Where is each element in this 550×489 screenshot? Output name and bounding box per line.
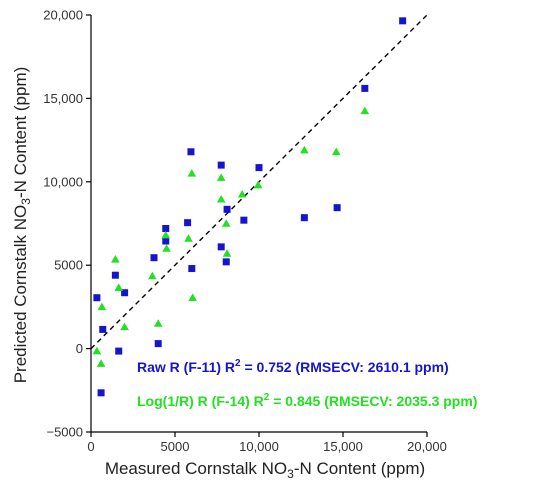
raw-r-square-point — [115, 347, 123, 355]
legend-text-part: Log(1/R) R (F-14) R — [137, 393, 264, 409]
log-r-triangle-point — [161, 230, 171, 239]
one-to-one-reference-line — [90, 14, 428, 350]
raw-r-square-point — [361, 84, 369, 92]
legend-superscript: 2 — [235, 358, 241, 369]
log-r-triangle-point — [300, 145, 309, 154]
y-tick-label: 10,000 — [43, 174, 83, 189]
y-axis-title-part-2: -N Content (ppm) — [11, 67, 30, 198]
log-r-triangle-point — [360, 106, 370, 115]
log-r-triangle-point — [153, 319, 163, 327]
y-tick-label: 20,000 — [43, 8, 83, 23]
x-axis-title-part-1: Measured Cornstalk NO — [105, 459, 287, 478]
x-tick-label: 20,000 — [407, 439, 447, 454]
log-r-triangle-point — [114, 283, 124, 291]
log-r-triangle-point — [111, 255, 120, 263]
x-axis-title-part-2: -N Content (ppm) — [294, 459, 425, 478]
log-r-triangle-point — [188, 293, 197, 301]
log-r-triangle-point — [237, 190, 247, 198]
raw-r-square-point — [121, 289, 129, 297]
y-axis-title-part-1: Predicted Cornstalk NO — [11, 205, 30, 384]
x-axis-title: Measured Cornstalk NO3-N Content (ppm) — [105, 459, 425, 481]
y-tick-label: 15,000 — [43, 91, 83, 106]
x-axis-title-subscript: 3 — [287, 467, 294, 481]
log-r-triangle-point — [221, 219, 231, 227]
log-r-triangle-point — [331, 147, 341, 156]
raw-r-square-point — [184, 219, 192, 227]
x-tick-label: 15,000 — [323, 439, 363, 454]
log-r-triangle-point — [216, 173, 226, 181]
log-r-triangle-point — [96, 359, 106, 367]
raw-r-square-point — [217, 161, 225, 169]
log-r-triangle-point — [148, 271, 157, 280]
data-points — [92, 17, 407, 397]
raw-r-square-point — [333, 204, 341, 212]
log-r-triangle-point — [253, 180, 263, 189]
log-r-triangle-point — [92, 346, 102, 355]
ticks: 0 5000 10,000 15,000 20,000 −5000 0 5000 10,000 1… — [43, 8, 447, 455]
raw-r-square-point — [93, 294, 101, 302]
y-tick-label: 0 — [76, 341, 83, 356]
y-tick-label: 5000 — [54, 258, 83, 273]
raw-r-square-point — [99, 325, 107, 333]
log-r-triangle-point — [184, 234, 193, 242]
raw-r-square-point — [162, 225, 170, 233]
log-r-triangle-point — [97, 302, 107, 311]
raw-r-square-point — [223, 205, 231, 213]
raw-r-square-point — [240, 216, 248, 224]
legend-entry: Raw R (F-11) R2 = 0.752 (RMSECV: 2610.1 … — [137, 358, 449, 375]
legend: Raw R (F-11) R2 = 0.752 (RMSECV: 2610.1 … — [137, 358, 477, 409]
raw-r-square-point — [187, 148, 195, 156]
log-r-triangle-point — [120, 322, 129, 331]
x-tick-label: 0 — [87, 439, 94, 454]
legend-entry: Log(1/R) R (F-14) R2 = 0.845 (RMSECV: 20… — [137, 392, 477, 409]
raw-r-square-point — [217, 243, 225, 251]
raw-r-square-point — [111, 271, 119, 279]
y-tick-label: −5000 — [46, 425, 83, 440]
x-tick-label: 5000 — [161, 439, 190, 454]
legend-text-part: = 0.845 (RMSECV: 2035.3 ppm) — [269, 393, 477, 409]
legend-superscript: 2 — [264, 392, 270, 403]
y-axis-title: Predicted Cornstalk NO3-N Content (ppm) — [11, 67, 33, 384]
raw-r-square-point — [154, 340, 162, 348]
raw-r-square-point — [300, 214, 308, 222]
reference-line-group — [90, 14, 428, 350]
legend-text-part: = 0.752 (RMSECV: 2610.1 ppm) — [241, 359, 449, 375]
log-r-triangle-point — [162, 244, 171, 252]
raw-r-square-point — [188, 265, 196, 273]
log-r-triangle-point — [216, 195, 226, 203]
raw-r-square-point — [255, 164, 263, 172]
log-r-triangle-point — [187, 169, 197, 177]
x-tick-label: 10,000 — [239, 439, 279, 454]
raw-r-square-point — [97, 389, 105, 397]
y-axis-title-subscript: 3 — [19, 198, 33, 205]
raw-r-square-point — [399, 17, 407, 25]
raw-r-square-point — [222, 258, 230, 266]
log-r-triangle-point — [222, 249, 232, 257]
raw-r-square-point — [150, 254, 158, 262]
legend-text-part: Raw R (F-11) R — [137, 359, 235, 375]
raw-r-square-point — [162, 237, 170, 245]
